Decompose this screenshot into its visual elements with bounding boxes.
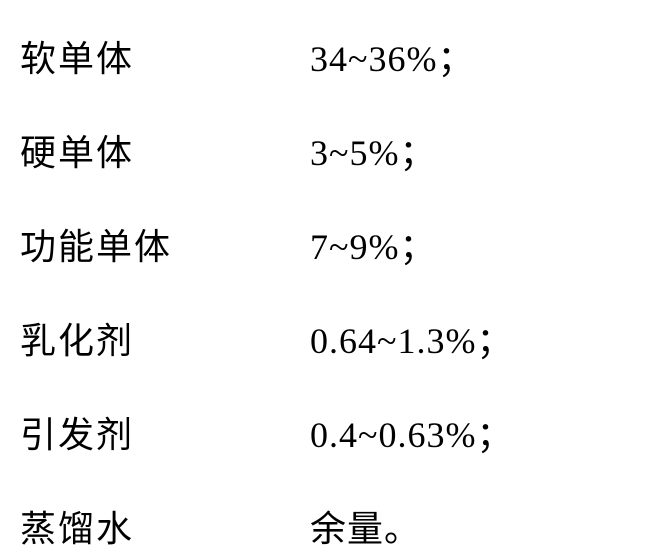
component-value: 7~9%； (310, 218, 436, 270)
table-row: 硬单体 3~5%； (20, 124, 633, 176)
component-value: 0.64~1.3%； (310, 312, 513, 364)
component-value: 0.4~0.63%； (310, 406, 513, 458)
component-label: 引发剂 (20, 406, 310, 458)
table-row: 引发剂 0.4~0.63%； (20, 406, 633, 458)
composition-table: 软单体 34~36%； 硬单体 3~5%； 功能单体 7~9%； 乳化剂 0.6… (20, 30, 633, 552)
component-label: 乳化剂 (20, 312, 310, 364)
component-label: 软单体 (20, 30, 310, 82)
component-value: 余量。 (310, 500, 421, 552)
table-row: 乳化剂 0.64~1.3%； (20, 312, 633, 364)
component-label: 功能单体 (20, 218, 310, 270)
table-row: 功能单体 7~9%； (20, 218, 633, 270)
component-label: 蒸馏水 (20, 500, 310, 552)
component-label: 硬单体 (20, 124, 310, 176)
component-value: 34~36%； (310, 30, 474, 82)
component-value: 3~5%； (310, 124, 436, 176)
table-row: 蒸馏水 余量。 (20, 500, 633, 552)
table-row: 软单体 34~36%； (20, 30, 633, 82)
